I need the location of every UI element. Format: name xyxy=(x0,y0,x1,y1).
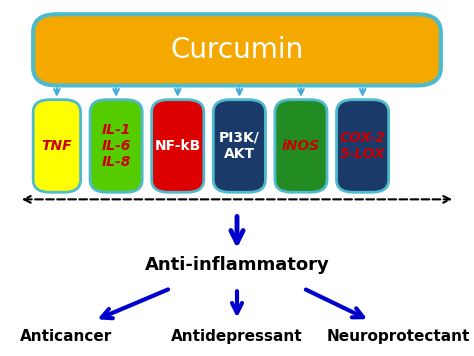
Text: Curcumin: Curcumin xyxy=(170,36,304,64)
Text: NF-kB: NF-kB xyxy=(155,139,201,153)
FancyBboxPatch shape xyxy=(33,100,81,192)
Text: Neuroprotectant: Neuroprotectant xyxy=(327,329,470,344)
Text: PI3K/
AKT: PI3K/ AKT xyxy=(219,131,260,161)
FancyBboxPatch shape xyxy=(275,100,327,192)
FancyBboxPatch shape xyxy=(213,100,265,192)
Text: Antidepressant: Antidepressant xyxy=(171,329,303,344)
Text: iNOS: iNOS xyxy=(282,139,320,153)
FancyBboxPatch shape xyxy=(152,100,204,192)
Text: Anticancer: Anticancer xyxy=(20,329,112,344)
Text: IL-1
IL-6
IL-8: IL-1 IL-6 IL-8 xyxy=(101,123,131,169)
Text: TNF: TNF xyxy=(42,139,72,153)
FancyBboxPatch shape xyxy=(337,100,389,192)
FancyBboxPatch shape xyxy=(33,14,441,85)
FancyBboxPatch shape xyxy=(90,100,142,192)
Text: Anti-inflammatory: Anti-inflammatory xyxy=(145,256,329,274)
Text: COX-2
5-LOX: COX-2 5-LOX xyxy=(340,131,385,161)
